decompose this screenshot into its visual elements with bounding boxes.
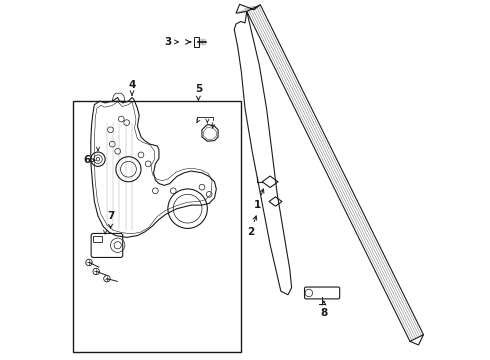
Text: 7: 7	[107, 211, 114, 228]
Text: 2: 2	[247, 216, 257, 237]
Text: 6: 6	[84, 155, 95, 165]
Text: 8: 8	[320, 301, 327, 318]
Text: 4: 4	[128, 80, 136, 95]
Bar	[73, 101, 242, 352]
Text: 5: 5	[195, 84, 202, 100]
Bar	[93, 236, 102, 242]
Text: 3: 3	[164, 37, 178, 47]
Text: 1: 1	[254, 189, 264, 210]
